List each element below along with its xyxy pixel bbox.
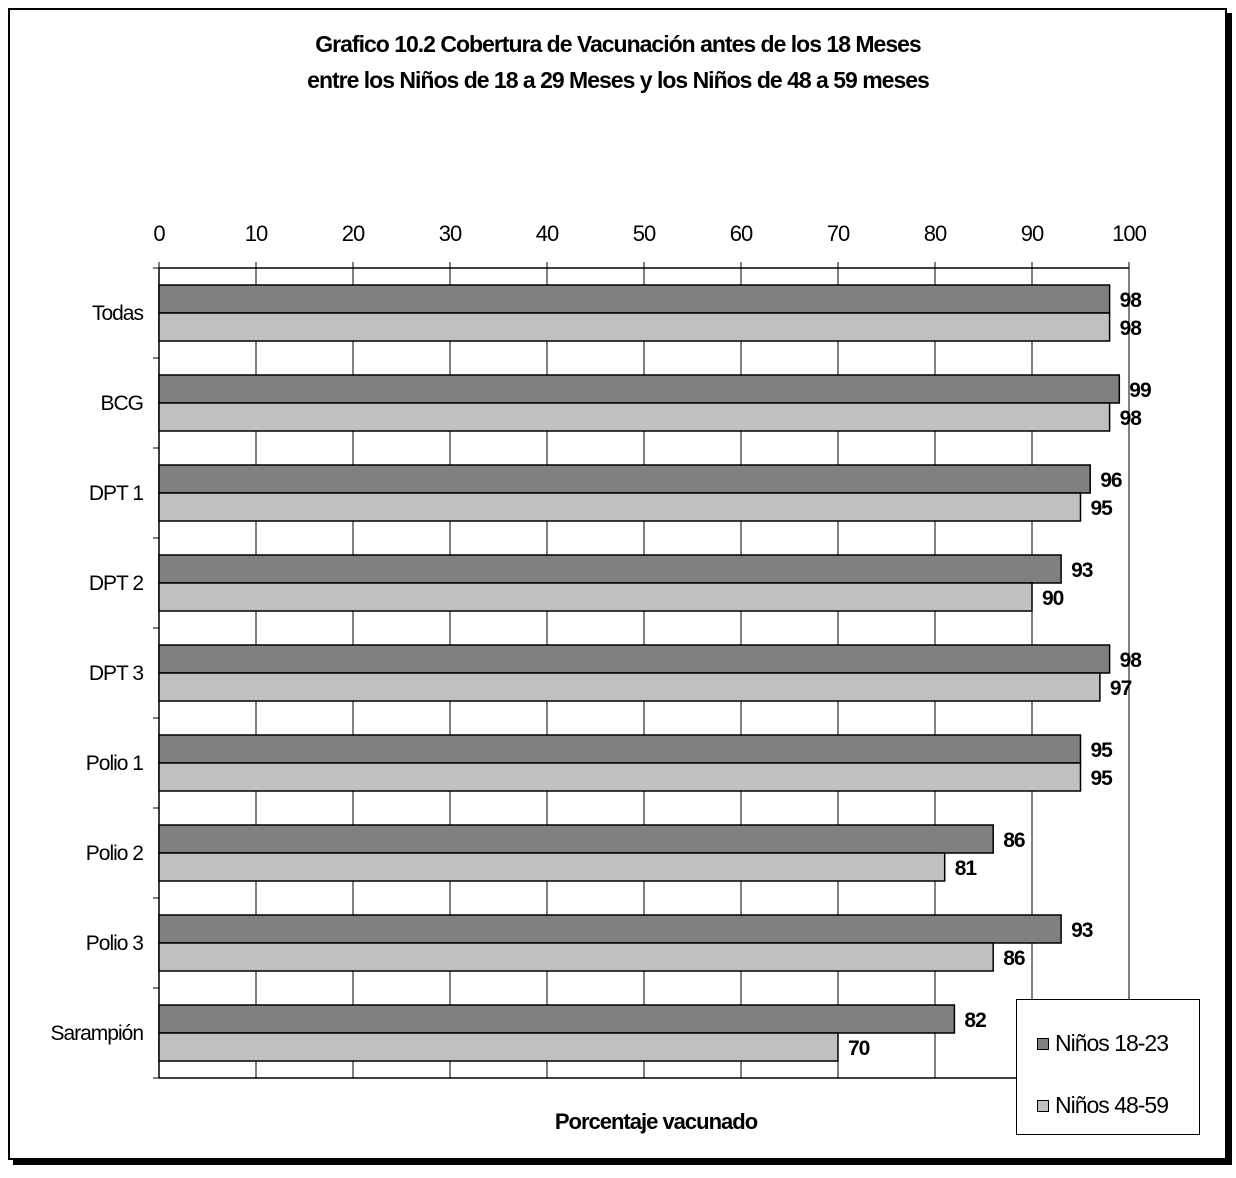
bar: [158, 672, 1101, 702]
x-axis-title: Porcentaje vacunado: [555, 1109, 758, 1134]
bar: [158, 914, 1062, 944]
bar: [158, 762, 1082, 792]
data-label: 95: [1091, 767, 1114, 790]
data-label: 99: [1129, 379, 1151, 402]
chart-title: Grafico 10.2 Cobertura de Vacunación ant…: [315, 31, 921, 57]
legend-swatch-series-1: [1037, 1037, 1049, 1050]
bar: [158, 554, 1062, 584]
legend-item-series-1: Niños 18-23: [1037, 1030, 1169, 1057]
y-tick-label: Polio 3: [86, 932, 144, 955]
x-tick-label: 40: [536, 221, 559, 246]
bar: [158, 852, 946, 882]
x-tick-label: 30: [439, 221, 462, 246]
chart-title-block: Grafico 10.2 Cobertura de Vacunación ant…: [0, 26, 1236, 98]
x-tick-label: 100: [1112, 221, 1146, 246]
bar: [158, 1004, 956, 1034]
x-tick-label: 10: [245, 221, 268, 246]
bar: [158, 374, 1121, 404]
bar: [158, 464, 1091, 494]
data-label: 86: [1003, 947, 1025, 970]
x-tick-label: 80: [924, 221, 947, 246]
x-tick-label: 90: [1021, 221, 1044, 246]
bar: [158, 492, 1082, 522]
bar: [158, 824, 994, 854]
data-label: 95: [1091, 739, 1114, 762]
y-tick-label: DPT 1: [89, 482, 143, 505]
data-label: 90: [1042, 587, 1064, 610]
data-label: 98: [1120, 289, 1143, 312]
y-tick-label: DPT 2: [89, 572, 143, 595]
y-tick-label: BCG: [100, 392, 143, 415]
legend-label-series-1: Niños 18-23: [1055, 1030, 1169, 1056]
y-tick-label: Todas: [92, 302, 144, 325]
bar: [158, 644, 1111, 674]
data-label: 97: [1110, 677, 1132, 700]
data-label: 98: [1120, 407, 1143, 430]
y-tick-label: Polio 1: [86, 752, 144, 775]
bar: [158, 284, 1111, 314]
data-label: 98: [1120, 317, 1143, 340]
x-tick-label: 50: [633, 221, 656, 246]
data-label: 95: [1091, 497, 1114, 520]
data-label: 86: [1003, 829, 1025, 852]
data-label: 98: [1120, 649, 1143, 672]
x-tick-label: 20: [342, 221, 365, 246]
bar: [158, 734, 1082, 764]
legend: Niños 18-23 Niños 48-59: [1016, 999, 1200, 1135]
data-label: 93: [1071, 919, 1093, 942]
data-label: 82: [964, 1009, 986, 1032]
chart-subtitle: entre los Niños de 18 a 29 Meses y los N…: [307, 67, 930, 93]
data-label: 70: [848, 1037, 870, 1060]
legend-label-series-2: Niños 48-59: [1055, 1092, 1169, 1118]
x-tick-label: 0: [153, 221, 165, 246]
bar: [158, 312, 1111, 342]
data-label: 96: [1100, 469, 1122, 492]
bar: [158, 582, 1033, 612]
legend-item-series-2: Niños 48-59: [1037, 1092, 1169, 1119]
data-label: 93: [1071, 559, 1093, 582]
bar: [158, 1032, 839, 1062]
y-tick-label: DPT 3: [89, 662, 143, 685]
legend-swatch-series-2: [1037, 1099, 1049, 1112]
bar: [158, 942, 994, 972]
x-tick-label: 60: [730, 221, 753, 246]
data-label: 81: [955, 857, 978, 880]
bar: [158, 402, 1111, 432]
x-tick-label: 70: [827, 221, 850, 246]
y-tick-label: Polio 2: [86, 842, 144, 865]
y-tick-label: Sarampión: [50, 1022, 143, 1045]
